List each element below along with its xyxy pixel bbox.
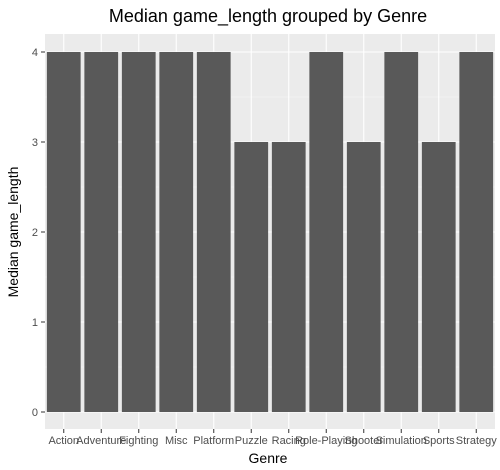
bar-puzzle (234, 142, 269, 412)
y-tick-label: 2 (32, 227, 38, 239)
x-tick-label: Action (48, 435, 79, 447)
bar-sports (421, 142, 456, 412)
x-tick-label: Racing (272, 435, 306, 447)
y-axis: 0 1 2 3 4 (32, 47, 45, 419)
bar-adventure (84, 52, 119, 412)
x-axis-label: Genre (249, 450, 288, 466)
y-tick-label: 4 (32, 47, 38, 59)
x-tick-label: Misc (165, 435, 188, 447)
bar-platform (196, 52, 231, 412)
bar-shooter (346, 142, 381, 412)
x-tick-label: Platform (193, 435, 234, 447)
x-tick-label: Strategy (456, 435, 497, 447)
bar-fighting (121, 52, 156, 412)
chart-title: Median game_length grouped by Genre (109, 6, 427, 27)
x-tick-label: Puzzle (235, 435, 268, 447)
y-tick-label: 3 (32, 137, 38, 149)
bar-simulation (384, 52, 419, 412)
y-tick-label: 1 (32, 317, 38, 329)
bar-action (46, 52, 81, 412)
x-tick-label: Simulation (376, 435, 427, 447)
bars (46, 52, 494, 412)
x-tick-label: Role-Playing (295, 435, 357, 447)
y-tick-label: 0 (32, 407, 38, 419)
bar-strategy (459, 52, 494, 412)
bar-role-playing (309, 52, 344, 412)
bar-misc (159, 52, 194, 412)
x-tick-label: Shooter (344, 435, 383, 447)
x-tick-label: Fighting (119, 435, 158, 447)
bar-racing (271, 142, 306, 412)
x-tick-label: Adventure (76, 435, 126, 447)
y-axis-label: Median game_length (5, 167, 21, 298)
x-tick-label: Sports (423, 435, 455, 447)
